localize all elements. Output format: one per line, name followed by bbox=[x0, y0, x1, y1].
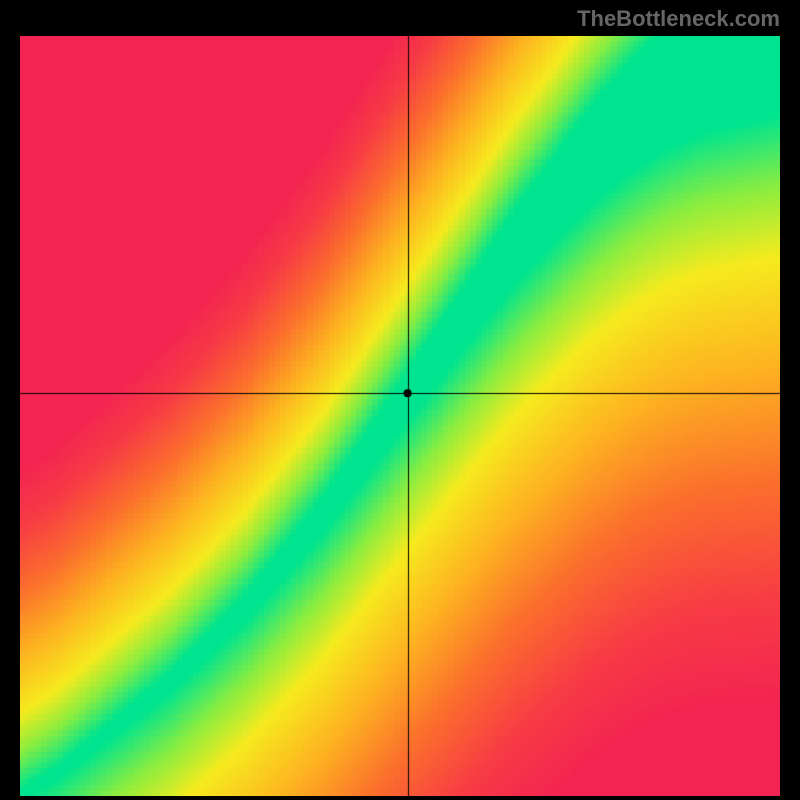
heatmap-canvas bbox=[20, 36, 780, 796]
watermark-text: TheBottleneck.com bbox=[577, 6, 780, 32]
chart-container: TheBottleneck.com bbox=[0, 0, 800, 800]
